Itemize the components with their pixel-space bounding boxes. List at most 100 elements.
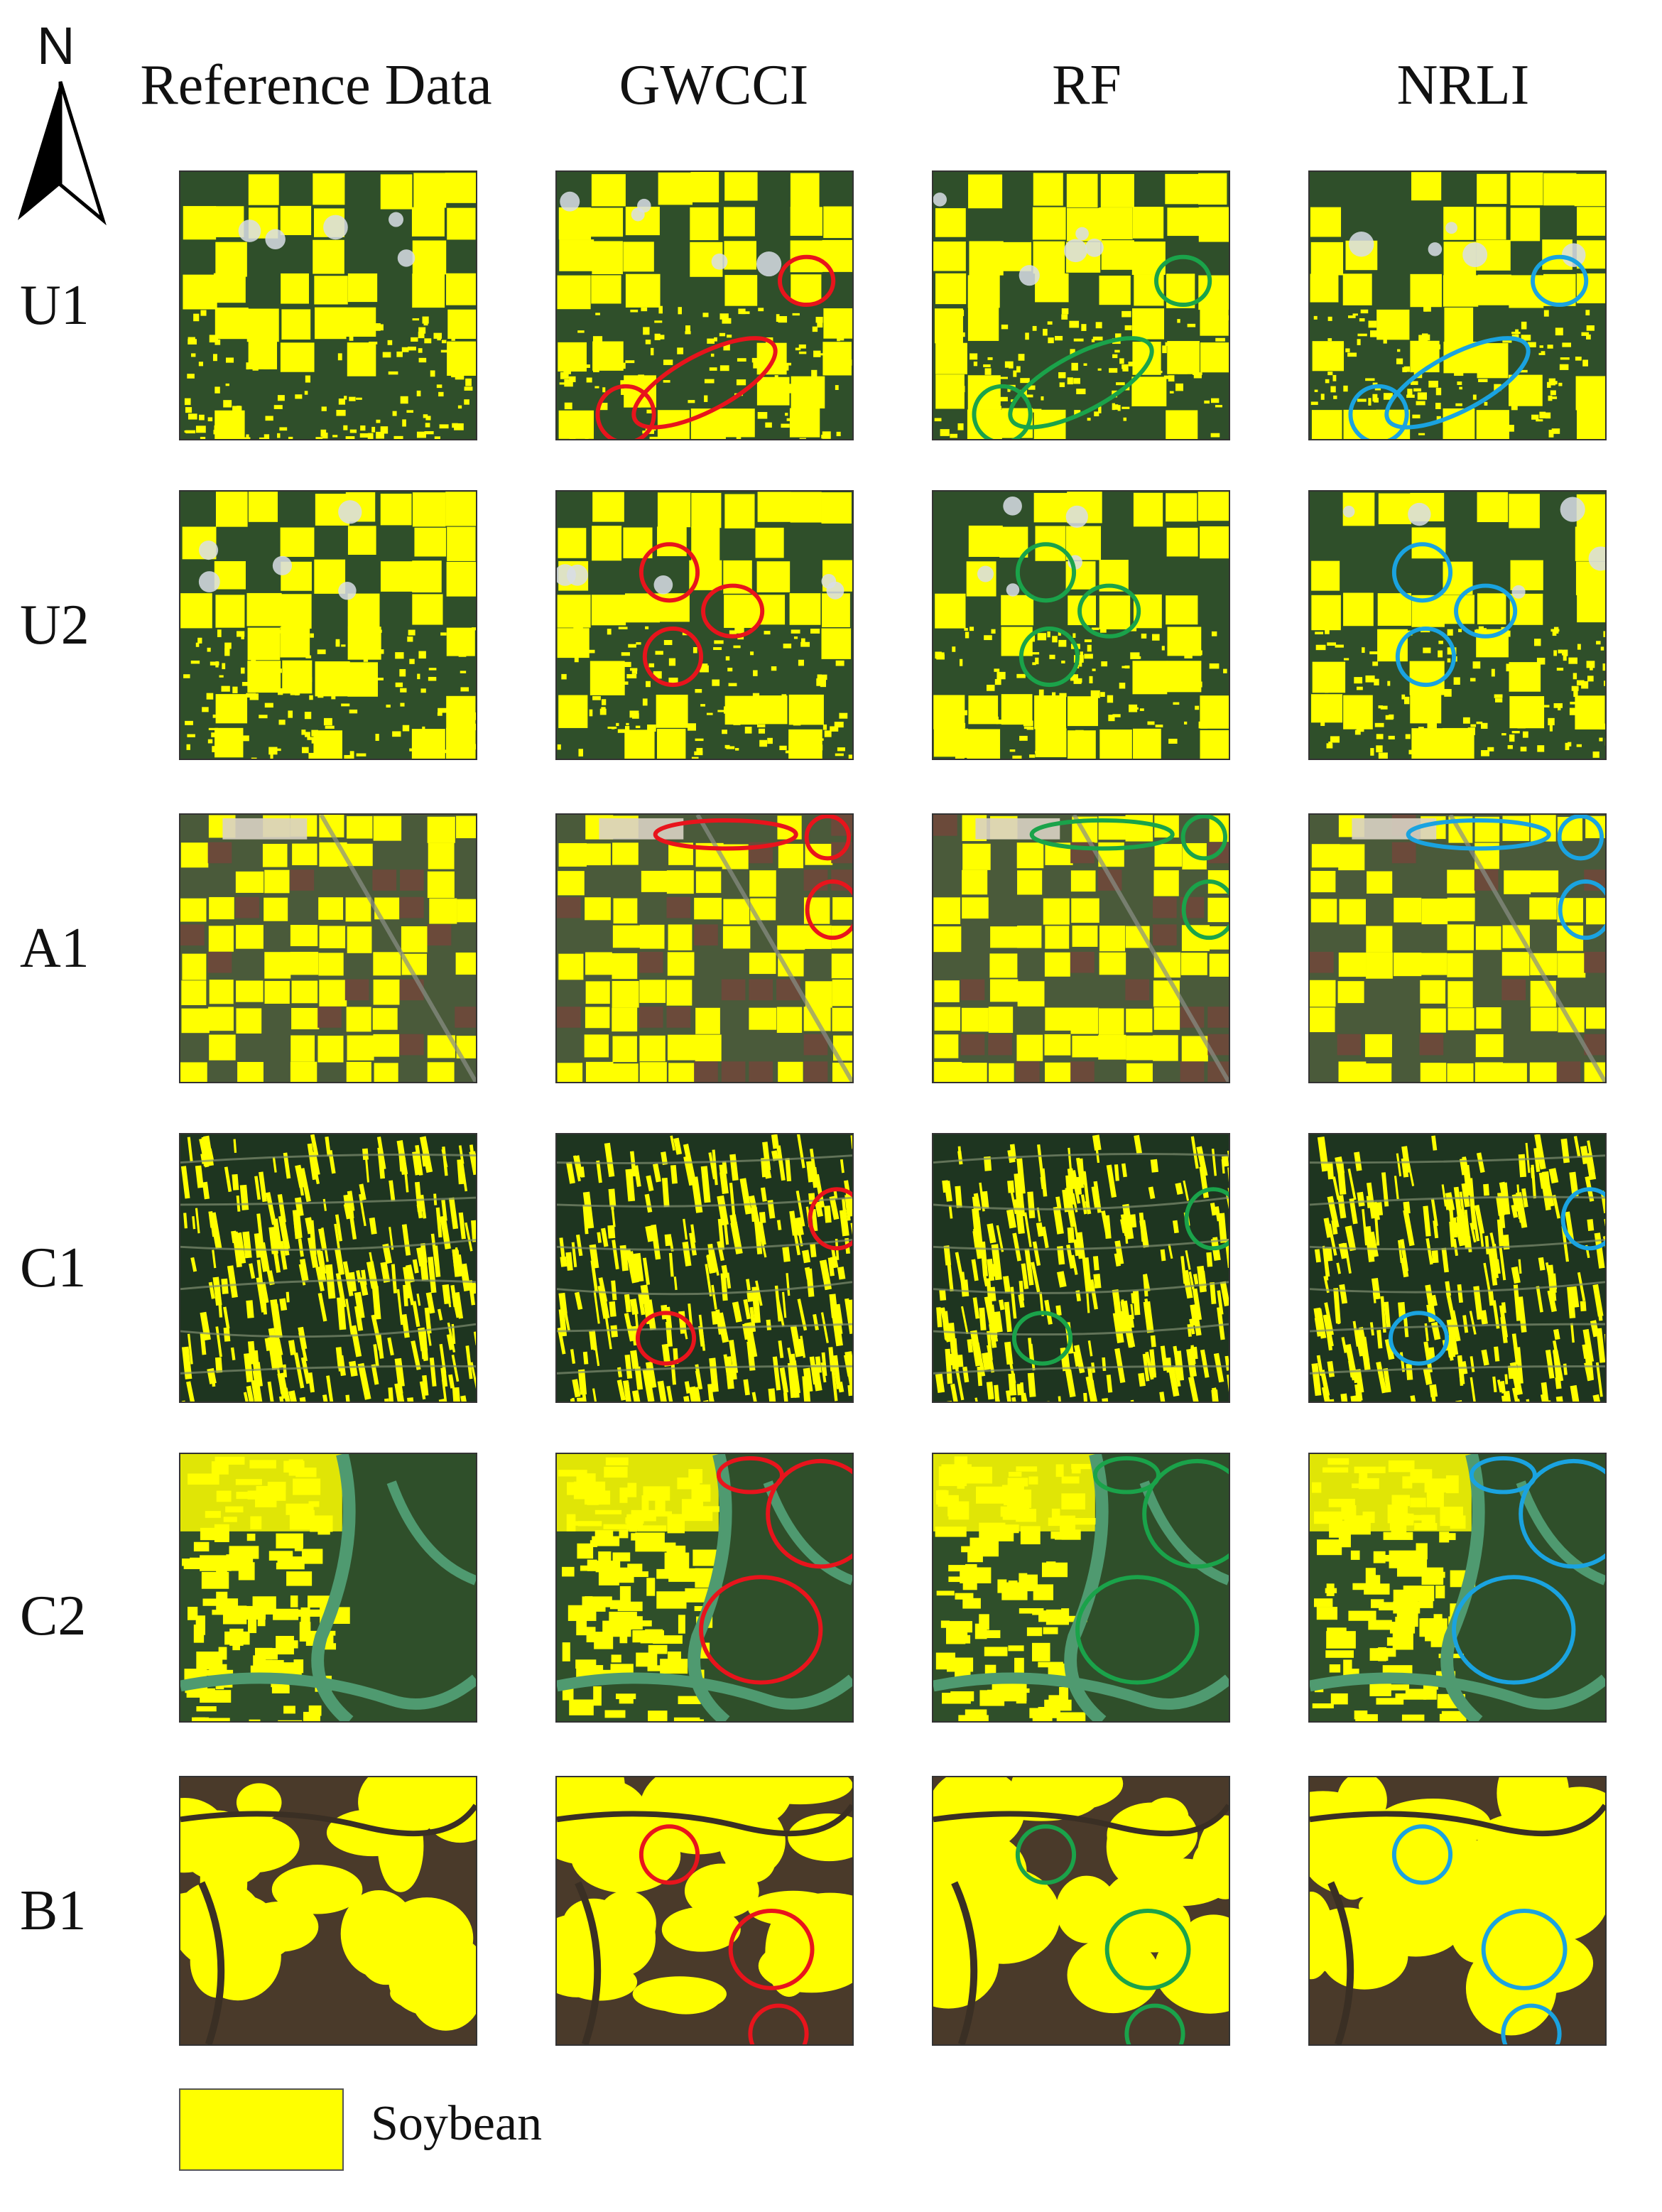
map-tile: [1308, 1776, 1607, 2046]
map-image: [557, 815, 852, 1082]
map-image: [933, 1777, 1229, 2044]
highlight-ring: [1008, 336, 1154, 430]
map-image: [557, 492, 852, 759]
highlight-ring: [1015, 1824, 1077, 1885]
highlight-ring: [808, 1187, 852, 1251]
highlight-ring: [1388, 1311, 1450, 1366]
highlight-ring: [1558, 879, 1605, 940]
highlight-ring: [595, 384, 656, 439]
map-tile: [1308, 1453, 1607, 1723]
highlight-ring: [1557, 815, 1604, 861]
highlight-ring: [1452, 1575, 1576, 1685]
highlight-ring: [1124, 2003, 1185, 2044]
map-tile: [179, 1453, 477, 1723]
map-image: [933, 1134, 1229, 1402]
map-image: [1310, 1454, 1605, 1721]
highlight-ring: [1184, 1187, 1229, 1251]
map-tile: [179, 490, 477, 760]
map-tile: [932, 1133, 1230, 1403]
map-tile: [1308, 1133, 1607, 1403]
row-label: B1: [20, 1880, 87, 1942]
map-image: [557, 172, 852, 439]
highlight-ring: [639, 1824, 700, 1885]
highlight-ring: [1406, 818, 1551, 851]
highlight-ring: [1015, 542, 1077, 603]
map-tile: [1308, 813, 1607, 1083]
map-tile: [555, 1453, 854, 1723]
map-image: [180, 815, 476, 1082]
map-image: [180, 1134, 476, 1402]
highlight-ring: [1029, 818, 1175, 851]
map-image: [557, 1454, 852, 1721]
highlight-ring: [1391, 1824, 1453, 1885]
map-tile: [1308, 170, 1607, 440]
map-image: [933, 172, 1229, 439]
map-image: [1310, 1134, 1605, 1402]
highlight-ring: [805, 879, 852, 940]
map-tile: [179, 170, 477, 440]
highlight-ring: [1531, 254, 1589, 307]
map-image: [933, 1454, 1229, 1721]
highlight-ring: [1154, 254, 1212, 307]
highlight-ring: [748, 2003, 809, 2044]
highlight-ring: [1348, 384, 1409, 439]
map-image: [933, 815, 1229, 1082]
map-tile: [555, 170, 854, 440]
highlight-ring: [1077, 583, 1141, 639]
highlight-ring: [1454, 583, 1518, 639]
highlight-ring: [1395, 626, 1457, 688]
legend-label: Soybean: [371, 2096, 543, 2151]
map-tile: [932, 813, 1230, 1083]
highlight-ring: [653, 818, 798, 851]
map-image: [180, 1454, 476, 1721]
map-image: [1310, 492, 1605, 759]
column-header: RF: [1052, 54, 1121, 116]
highlight-ring: [1075, 1575, 1200, 1685]
map-image: [1310, 815, 1605, 1082]
row-label: U1: [20, 274, 89, 337]
column-header: GWCCI: [619, 54, 809, 116]
map-tile: [555, 490, 854, 760]
highlight-ring: [639, 542, 700, 603]
map-tile: [179, 1133, 477, 1403]
map-tile: [932, 1776, 1230, 2046]
map-image: [1310, 1777, 1605, 2044]
map-tile: [932, 490, 1230, 760]
highlight-ring: [631, 336, 778, 430]
map-tile: [179, 813, 477, 1083]
map-image: [1310, 172, 1605, 439]
highlight-ring: [804, 815, 852, 861]
north-arrow-icon: [18, 81, 107, 226]
map-image: [557, 1134, 852, 1402]
map-image: [933, 492, 1229, 759]
map-image: [180, 492, 476, 759]
row-label: U2: [20, 594, 89, 656]
map-tile: [179, 1776, 477, 2046]
highlight-ring: [699, 1575, 823, 1685]
map-tile: [932, 170, 1230, 440]
row-label: C1: [20, 1237, 87, 1299]
highlight-ring: [701, 583, 765, 639]
highlight-ring: [1501, 2003, 1562, 2044]
highlight-ring: [1391, 542, 1453, 603]
map-image: [180, 172, 476, 439]
highlight-ring: [642, 626, 704, 688]
highlight-ring: [1019, 626, 1080, 688]
highlight-ring: [778, 254, 836, 307]
highlight-ring: [972, 384, 1033, 439]
highlight-ring: [728, 1909, 815, 1990]
map-tile: [555, 1776, 854, 2046]
highlight-ring: [1181, 879, 1229, 940]
map-image: [557, 1777, 852, 2044]
highlight-ring: [1142, 1458, 1229, 1569]
row-label: A1: [20, 917, 89, 980]
highlight-ring: [1481, 1909, 1568, 1990]
highlight-ring: [1104, 1909, 1191, 1990]
highlight-ring: [766, 1458, 852, 1569]
row-label: C2: [20, 1585, 87, 1647]
highlight-ring: [1560, 1187, 1605, 1251]
highlight-ring: [1384, 336, 1531, 430]
north-letter: N: [37, 16, 75, 75]
column-header: NRLI: [1396, 54, 1530, 116]
highlight-ring: [1180, 815, 1228, 861]
